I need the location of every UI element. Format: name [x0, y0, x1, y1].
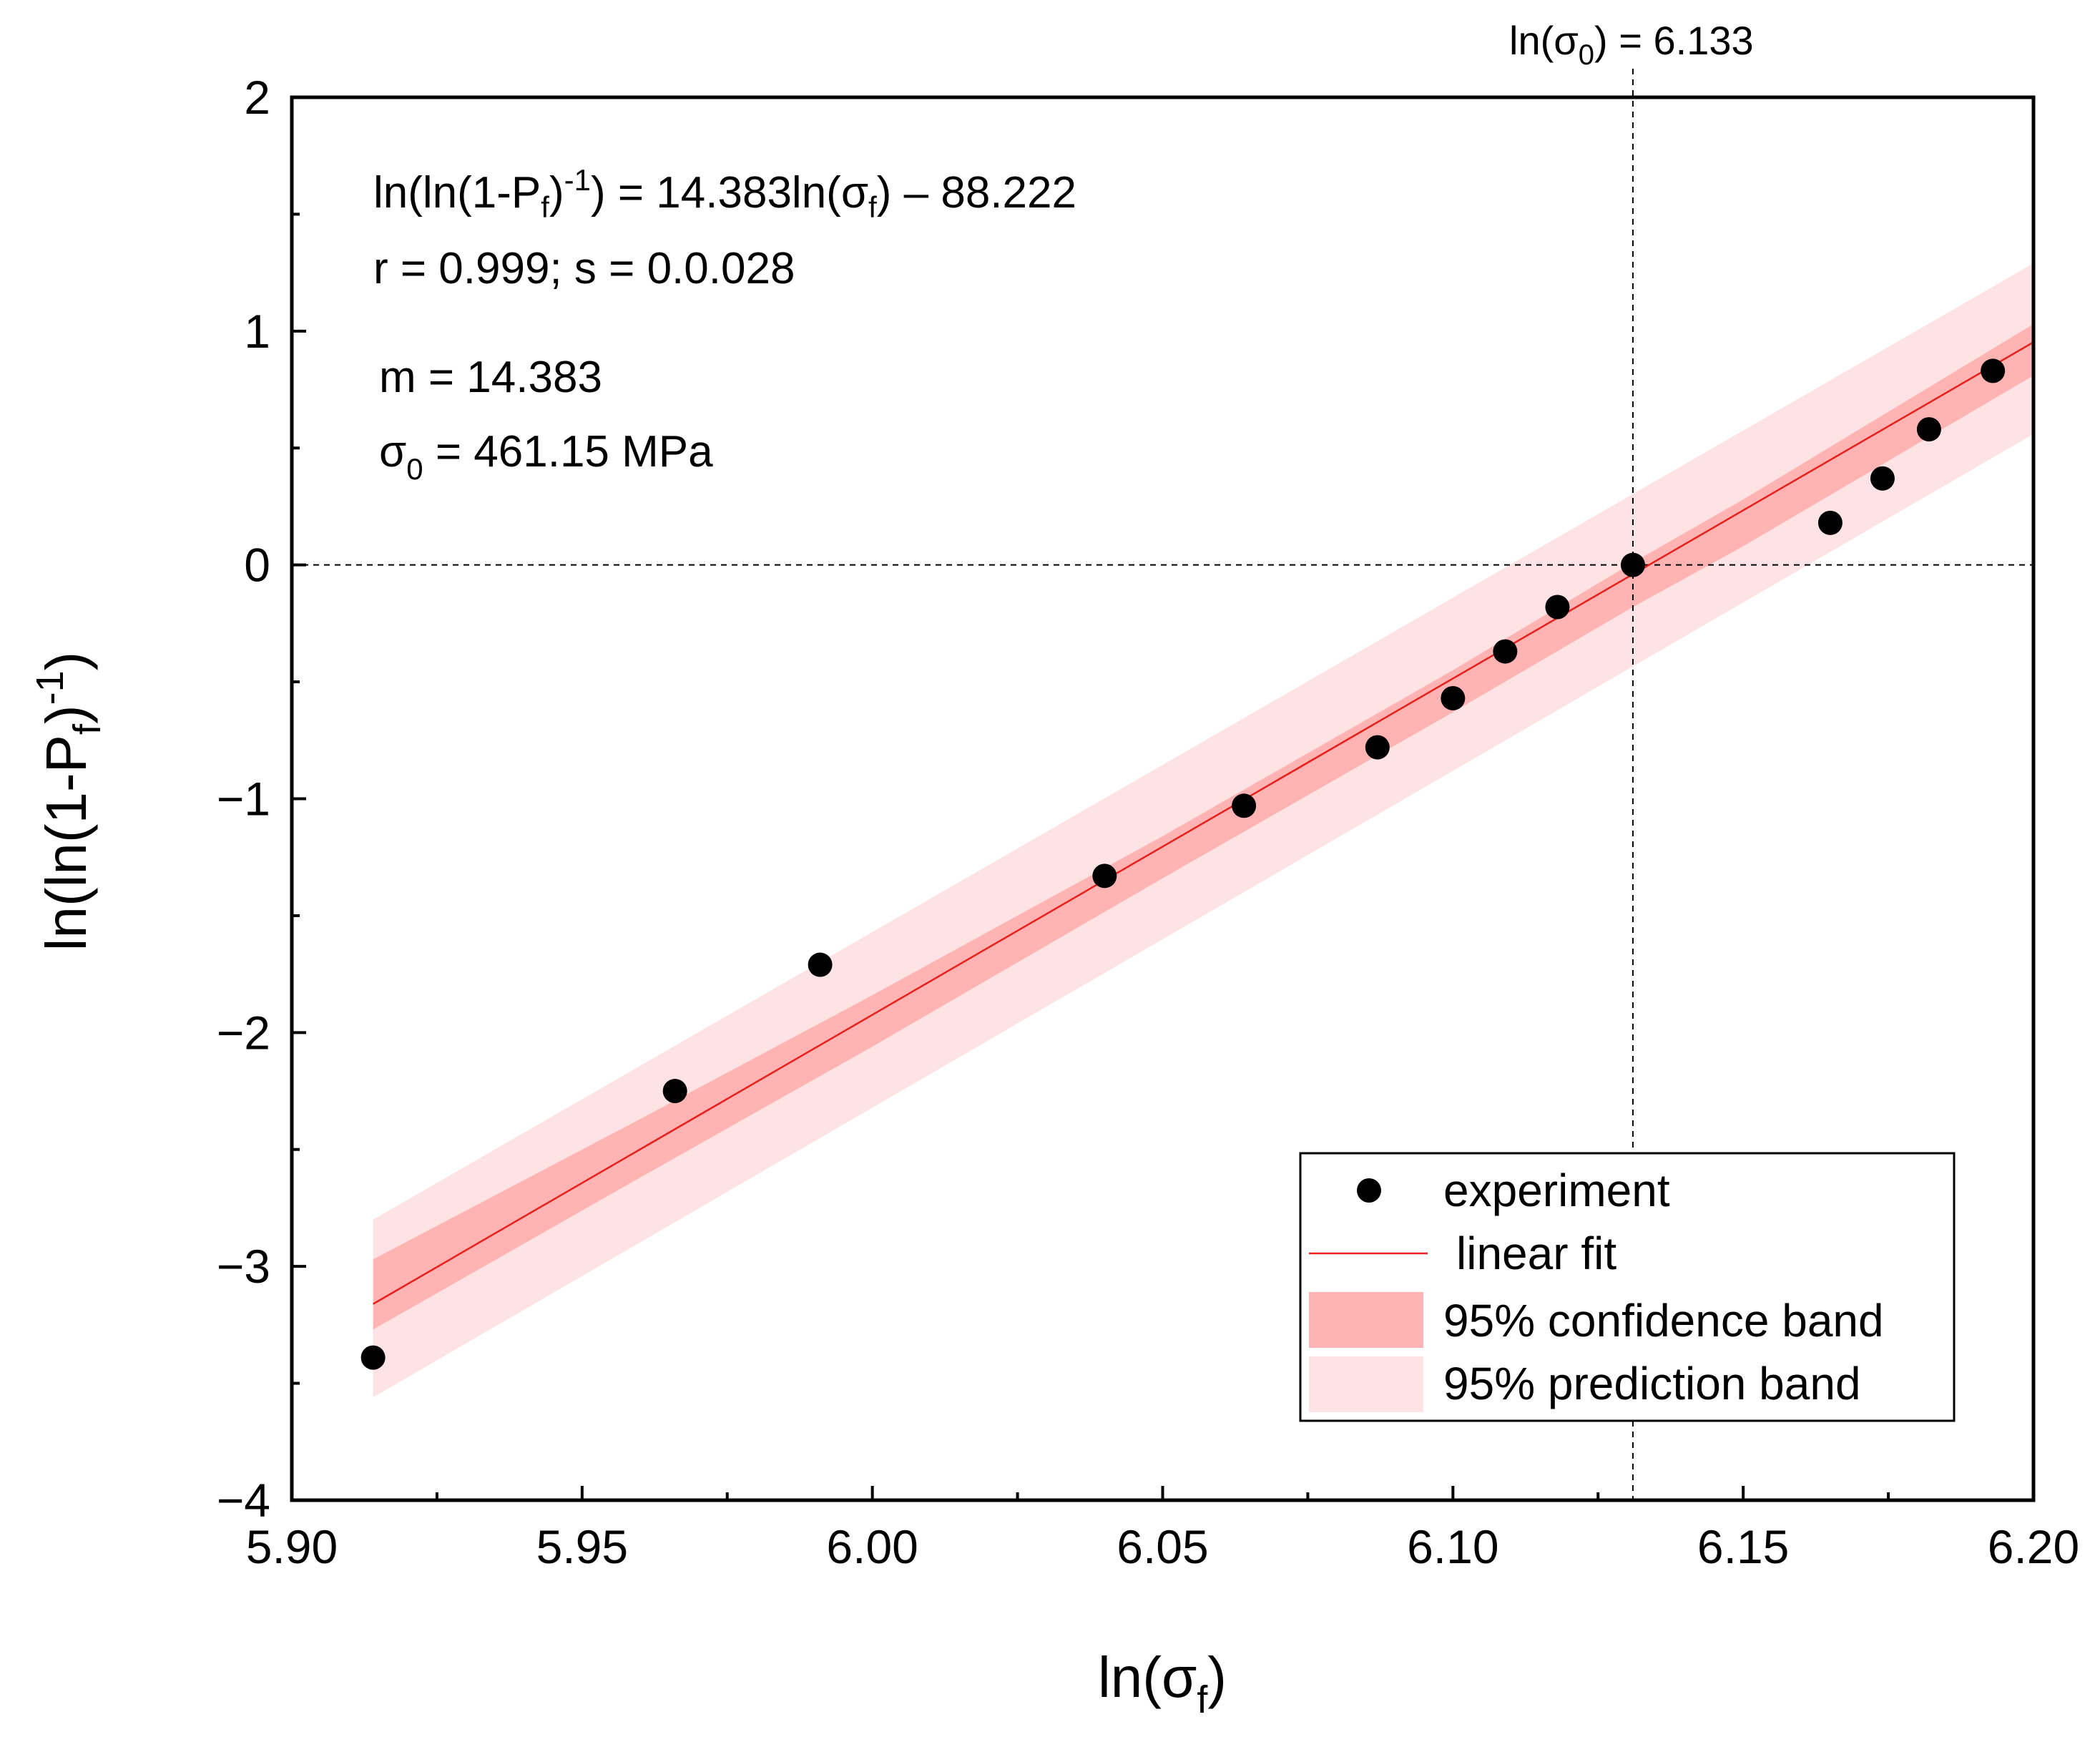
- experiment-point: [1981, 358, 2006, 383]
- legend: experiment linear fit 95% confidence ban…: [1299, 1152, 1956, 1422]
- y-tick-label: −2: [217, 1006, 270, 1059]
- sigma0-symbol: σ: [379, 427, 406, 476]
- experiment-point: [808, 952, 833, 977]
- x-tick-label: 6.10: [1407, 1520, 1498, 1573]
- equation-subscript: f: [868, 190, 877, 224]
- y-tick-label: 0: [244, 539, 270, 592]
- vline-label-symbol: σ: [1554, 18, 1579, 63]
- legend-prediction-swatch: [1309, 1356, 1423, 1412]
- y-title-part: ): [34, 652, 98, 671]
- x-tick-label: 6.05: [1117, 1520, 1208, 1573]
- x-tick-label: 6.00: [826, 1520, 918, 1573]
- experiment-point: [1493, 639, 1518, 664]
- x-tick-label: 6.15: [1697, 1520, 1789, 1573]
- y-tick-label: −4: [217, 1474, 270, 1527]
- x-axis-ticks: 5.90 5.95 6.00 6.05 6.10 6.15 6.20: [246, 1486, 2079, 1573]
- equation-part: ) = 14.383ln(: [591, 168, 841, 217]
- experiment-point: [1545, 595, 1570, 620]
- y-tick-label: 1: [244, 305, 270, 358]
- experiment-point: [1365, 735, 1390, 760]
- equation-sigma: σ: [841, 168, 868, 217]
- x-axis-title: ln(σf): [1098, 1645, 1227, 1721]
- experiment-point: [1620, 552, 1645, 577]
- legend-confidence-swatch: [1309, 1292, 1423, 1348]
- x-title-subscript: f: [1197, 1678, 1208, 1721]
- linear-fit-line: [373, 341, 2034, 1305]
- equation-superscript: -1: [564, 163, 591, 197]
- x-tick-label: 5.95: [536, 1520, 628, 1573]
- fit-statistics: r = 0.999; s = 0.0.028: [373, 244, 795, 293]
- legend-fit-label: linear fit: [1456, 1228, 1616, 1279]
- experiment-point: [360, 1345, 386, 1370]
- legend-experiment-label: experiment: [1443, 1165, 1670, 1216]
- x-title-part: ): [1207, 1645, 1227, 1709]
- y-tick-label: −1: [217, 773, 270, 826]
- equation-part: ) – 88.222: [877, 168, 1076, 217]
- equation-subscript: f: [541, 190, 549, 224]
- vline-label-post: ) = 6.133: [1594, 18, 1754, 63]
- x-title-part: ln(: [1098, 1645, 1162, 1709]
- sigma0-reference-label: ln(σ0) = 6.133: [1509, 18, 1754, 71]
- x-tick-label: 5.90: [246, 1520, 338, 1573]
- vline-label-sub: 0: [1579, 39, 1594, 71]
- experiment-point: [1441, 685, 1466, 710]
- y-title-superscript: -1: [29, 670, 72, 705]
- legend-confidence-label: 95% confidence band: [1443, 1295, 1884, 1346]
- y-tick-label: −3: [217, 1240, 270, 1293]
- characteristic-strength: σ0 = 461.15 MPa: [379, 427, 713, 486]
- equation-part: ln(ln(1-P: [373, 168, 541, 217]
- y-tick-label: 2: [244, 71, 270, 124]
- weibull-modulus: m = 14.383: [379, 353, 602, 402]
- y-title-subscript: f: [66, 723, 109, 735]
- y-axis-ticks: −4 −3 −2 −1 0 1 2: [217, 71, 306, 1527]
- experiment-point: [1916, 417, 1941, 442]
- experiment-point: [662, 1079, 687, 1104]
- legend-experiment-marker: [1357, 1178, 1381, 1203]
- equation-part: ): [549, 168, 564, 217]
- sigma0-subscript: 0: [406, 452, 423, 486]
- experiment-point: [1232, 793, 1257, 818]
- legend-prediction-label: 95% prediction band: [1443, 1358, 1861, 1409]
- y-axis-title: ln(ln(1-Pf)-1): [29, 652, 109, 951]
- experiment-points: [360, 358, 2006, 1370]
- bands-layer: [373, 263, 2034, 1398]
- y-title-part: ): [34, 705, 98, 724]
- sigma0-value: = 461.15 MPa: [423, 427, 714, 476]
- x-tick-label: 6.20: [1988, 1520, 2079, 1573]
- confidence-band: [373, 324, 2034, 1330]
- fit-equation: ln(ln(1-Pf)-1) = 14.383ln(σf) – 88.222: [373, 163, 1076, 224]
- experiment-point: [1092, 863, 1117, 889]
- vline-label-pre: ln(: [1509, 18, 1554, 63]
- y-title-part: ln(ln(1-P: [34, 735, 98, 951]
- x-title-sigma: σ: [1162, 1645, 1197, 1709]
- experiment-point: [1817, 510, 1843, 535]
- experiment-point: [1870, 466, 1895, 491]
